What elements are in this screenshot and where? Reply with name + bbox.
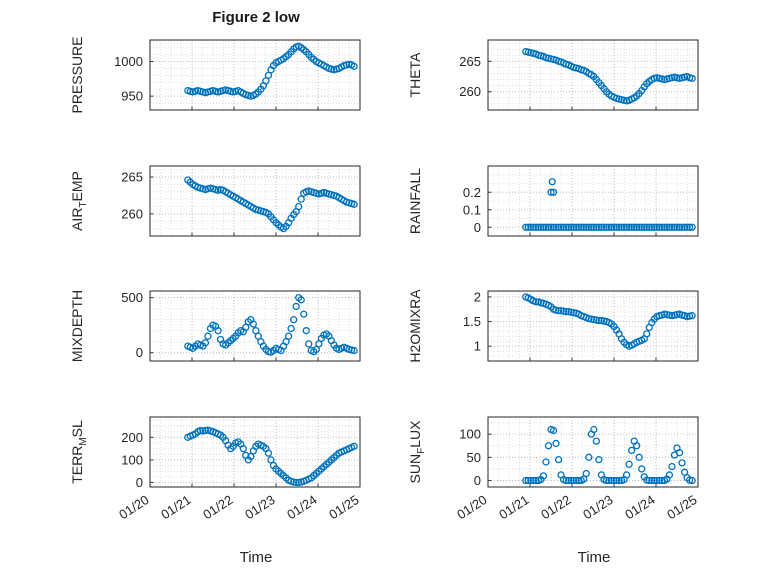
svg-text:01/20: 01/20 (454, 492, 489, 522)
svg-text:265: 265 (121, 170, 143, 185)
svg-text:260: 260 (459, 84, 481, 99)
svg-text:0: 0 (136, 345, 143, 360)
svg-text:1.5: 1.5 (463, 314, 481, 329)
svg-text:50: 50 (467, 450, 481, 465)
plot-area-h2omixra: 11.52 (463, 289, 699, 362)
svg-text:01/25: 01/25 (326, 492, 361, 522)
plot-area-rainfall: 0 0.1 0.2 (463, 165, 699, 237)
x-axis-label-left: Time (239, 549, 273, 566)
svg-text:0: 0 (474, 473, 481, 488)
subplot-terrmsl: TERRMSL 0 100 200 01/20 01/21 01/22 01/23 01/24… (50, 409, 362, 559)
svg-text:0.2: 0.2 (463, 185, 481, 200)
plot-area-airtemp: 260 265 (121, 165, 361, 237)
svg-text:01/22: 01/22 (538, 492, 573, 522)
plot-area-terrmsl: 0 100 200 01/20 01/21 01/22 01/23 01/24 01/25 (116, 416, 362, 522)
svg-text:100: 100 (459, 427, 481, 442)
svg-text:950: 950 (121, 89, 143, 104)
svg-text:01/24: 01/24 (622, 492, 657, 522)
plot-area-pressure: 950 1000 (114, 39, 361, 111)
subplot-airtemp: AIRTEMP 260 265 (50, 158, 362, 244)
subplot-mixdepth: MIXDEPTH 0 500 (50, 283, 362, 369)
plot-area-mixdepth: 0 500 (121, 290, 361, 362)
svg-text:0.1: 0.1 (463, 202, 481, 217)
svg-text:0: 0 (474, 220, 481, 235)
plot-area-sunflux: 0 50 100 01/20 01/21 01/22 01/23 01/24 01/25 (454, 416, 700, 522)
svg-text:2: 2 (474, 289, 481, 304)
plot-area-theta: 260 265 (459, 39, 699, 111)
subplot-rainfall: RAINFALL 0 0.1 0.2 (388, 158, 700, 244)
svg-text:01/25: 01/25 (664, 492, 699, 522)
svg-text:500: 500 (121, 290, 143, 305)
svg-text:265: 265 (459, 54, 481, 69)
x-axis-label-right: Time (577, 549, 611, 566)
svg-text:01/21: 01/21 (158, 492, 193, 522)
svg-text:1000: 1000 (114, 54, 143, 69)
subplot-pressure: PRESSURE 950 1000 (50, 32, 362, 118)
subplot-theta: THETA 260 265 (388, 32, 700, 118)
svg-text:100: 100 (121, 452, 143, 467)
svg-text:01/21: 01/21 (496, 492, 531, 522)
svg-text:01/23: 01/23 (242, 492, 277, 522)
svg-text:01/20: 01/20 (116, 492, 151, 522)
svg-text:0: 0 (136, 475, 143, 490)
subplot-h2omixra: H2OMIXRA 1 1.5 2 (388, 283, 700, 369)
svg-text:1: 1 (474, 339, 481, 354)
figure-title: Figure 2 low (212, 9, 300, 26)
svg-text:01/23: 01/23 (580, 492, 615, 522)
svg-text:200: 200 (121, 430, 143, 445)
svg-text:01/24: 01/24 (284, 492, 319, 522)
subplot-sunflux: SUNFLUX 0 50 100 01/20 01/21 01/22 01/23 01/24 0… (388, 409, 700, 559)
svg-text:260: 260 (121, 206, 143, 221)
svg-text:01/22: 01/22 (200, 492, 235, 522)
